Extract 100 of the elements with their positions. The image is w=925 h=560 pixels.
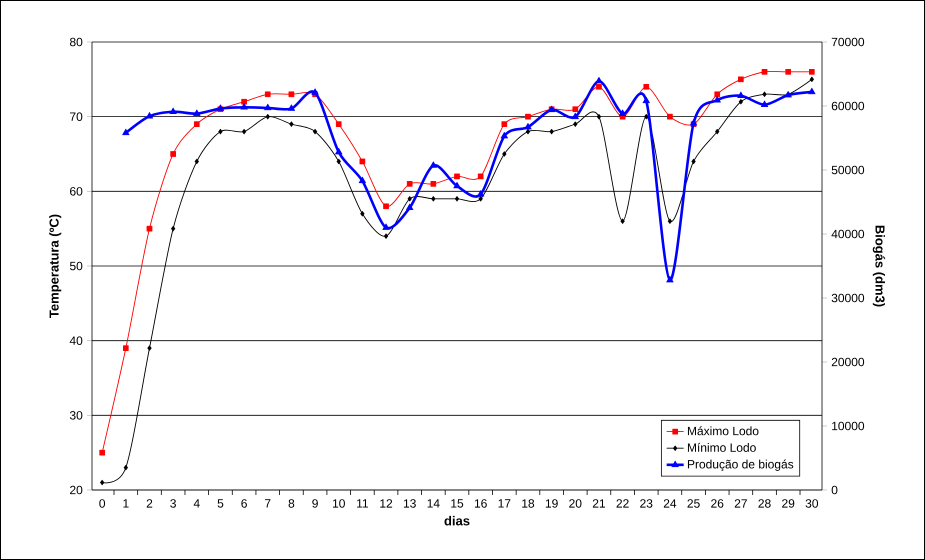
x-tick-label: 22 — [616, 499, 629, 508]
x-axis-title: dias — [444, 516, 470, 526]
y2-tick-label: 20000 — [832, 358, 864, 366]
point — [407, 196, 412, 202]
y-tick-label: 40 — [70, 336, 82, 345]
point — [618, 109, 626, 116]
point — [264, 104, 272, 110]
point — [358, 176, 366, 184]
point — [406, 181, 413, 187]
point — [785, 69, 792, 75]
y2-tick-label: 10000 — [832, 422, 864, 430]
point — [478, 196, 483, 202]
point — [336, 121, 342, 127]
point — [572, 106, 578, 112]
point — [430, 161, 438, 168]
y-tick-label: 70 — [70, 112, 82, 121]
point — [383, 203, 389, 210]
point — [738, 98, 744, 105]
x-tick-label: 3 — [170, 499, 176, 508]
point — [572, 112, 579, 120]
point — [312, 128, 318, 134]
point — [525, 114, 531, 120]
x-tick-label: 11 — [357, 499, 368, 508]
y-tick-label: 50 — [70, 262, 82, 270]
point — [406, 204, 414, 210]
point — [714, 96, 721, 102]
x-tick-label: 5 — [218, 499, 224, 508]
point — [146, 226, 152, 232]
point — [620, 218, 625, 224]
y2-tick-label: 30000 — [832, 294, 864, 302]
point — [170, 226, 176, 232]
y2-tick-label: 60000 — [832, 102, 864, 110]
x-tick-label: 7 — [265, 499, 270, 508]
point — [100, 480, 104, 486]
y2-tick-label: 0 — [832, 486, 838, 494]
point — [336, 158, 341, 164]
x-tick-label: 12 — [380, 499, 392, 508]
point — [288, 91, 294, 98]
y2-axis-title: Biogás (dm3) — [872, 226, 886, 307]
point — [99, 450, 106, 456]
x-tick-label: 18 — [522, 499, 534, 508]
point — [289, 121, 294, 127]
x-tick-label: 25 — [687, 499, 700, 508]
point — [147, 345, 152, 351]
point — [311, 88, 319, 95]
x-tick-label: 9 — [312, 499, 318, 508]
point — [808, 88, 816, 94]
y-tick-label: 80 — [70, 38, 82, 46]
x-tick-label: 20 — [569, 499, 582, 508]
x-tick-label: 29 — [782, 499, 794, 508]
point — [808, 69, 815, 75]
point — [454, 196, 460, 202]
point — [288, 104, 296, 111]
x-tick-label: 27 — [734, 499, 747, 508]
point — [453, 182, 461, 188]
y2-tick-label: 70000 — [832, 38, 864, 46]
point — [240, 103, 248, 110]
point — [170, 151, 176, 157]
x-tick-label: 0 — [99, 499, 106, 508]
x-tick-label: 24 — [664, 499, 676, 508]
x-tick-label: 26 — [711, 499, 724, 508]
point — [478, 174, 484, 180]
point — [382, 223, 390, 230]
point — [501, 121, 508, 127]
point — [500, 132, 508, 138]
y2-tick-label: 50000 — [832, 166, 864, 174]
point — [715, 128, 720, 134]
point — [762, 69, 768, 75]
point — [596, 114, 602, 120]
point — [573, 121, 578, 127]
point — [668, 218, 672, 224]
x-tick-label: 15 — [451, 499, 464, 508]
point — [643, 84, 650, 90]
point — [691, 158, 696, 164]
y-axis-title: Temperatura (ºC) — [49, 214, 62, 318]
x-tick-label: 8 — [288, 499, 294, 508]
point — [335, 148, 342, 154]
point — [193, 109, 201, 116]
point — [454, 174, 460, 180]
point — [502, 151, 507, 157]
point — [642, 96, 650, 104]
point — [360, 210, 365, 217]
point — [596, 84, 602, 90]
x-tick-label: 16 — [474, 499, 487, 508]
point — [169, 108, 177, 114]
point — [526, 128, 530, 134]
legend-label: Mínimo Lodo — [688, 442, 756, 452]
y-tick-label: 20 — [70, 486, 82, 494]
point — [384, 233, 388, 239]
x-tick-label: 6 — [241, 499, 247, 508]
x-tick-label: 1 — [123, 499, 129, 508]
x-tick-label: 10 — [332, 499, 345, 508]
point — [194, 158, 199, 164]
legend-label: Produção de biogás — [688, 460, 794, 471]
point — [431, 196, 436, 202]
point — [524, 122, 532, 130]
y2-tick-label: 40000 — [831, 230, 864, 238]
x-tick-label: 13 — [404, 499, 416, 508]
point — [122, 345, 129, 351]
point — [667, 114, 673, 120]
